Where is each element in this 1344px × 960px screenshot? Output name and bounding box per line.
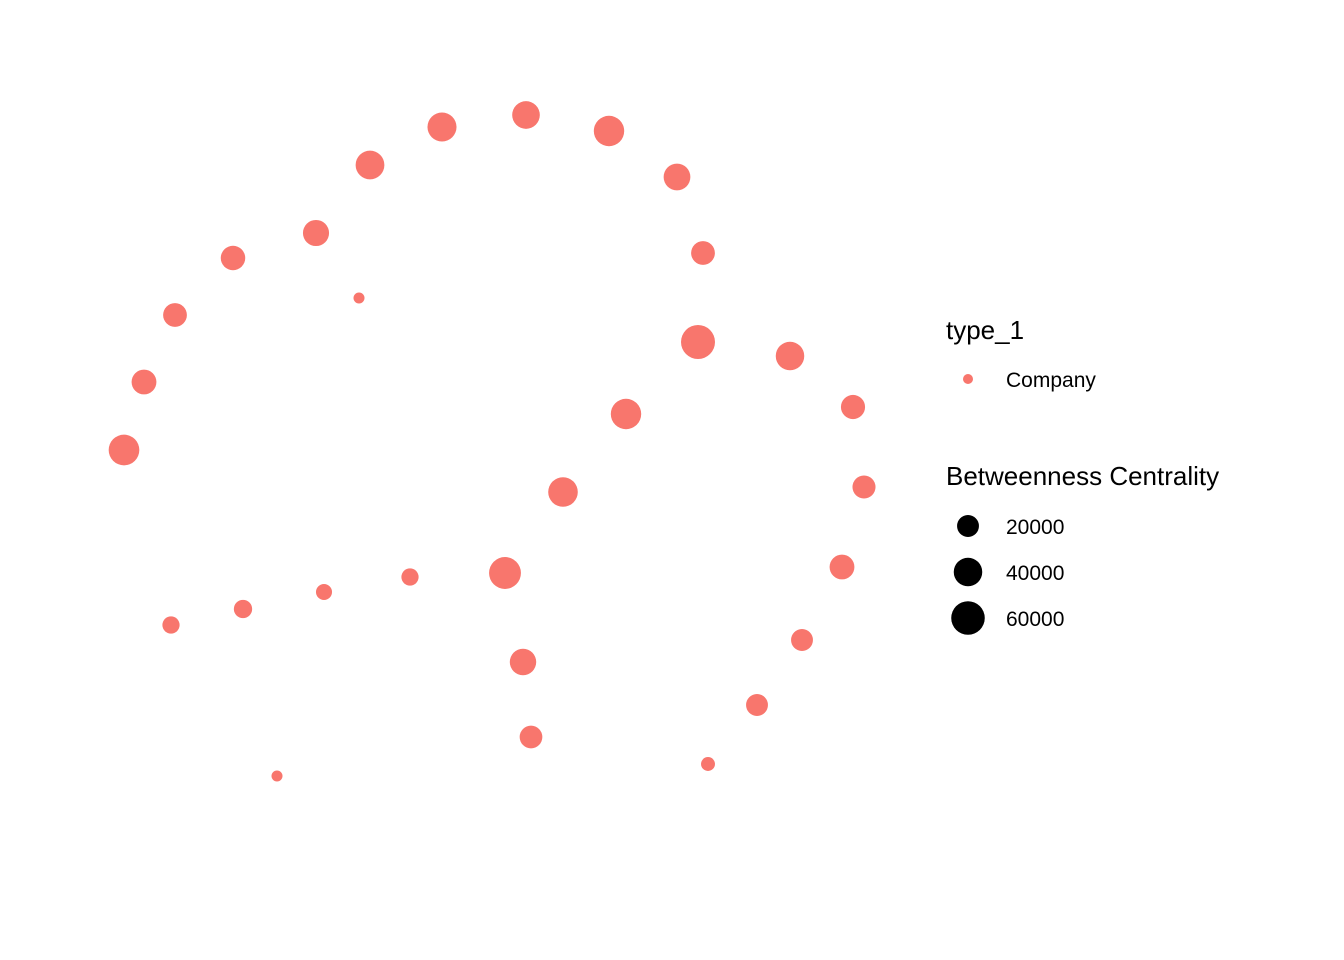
company-node — [509, 648, 537, 676]
company-node — [108, 434, 140, 466]
company-node — [610, 398, 642, 430]
size-legend-key-20000 — [957, 515, 979, 537]
size-legend-label-20000: 20000 — [1006, 516, 1064, 539]
company-node — [701, 757, 715, 771]
size-legend-label-60000: 60000 — [1006, 608, 1064, 631]
size-legend-key-60000 — [951, 601, 985, 635]
nodes-layer — [108, 101, 876, 782]
company-node — [315, 583, 333, 601]
color-legend-label-company: Company — [1006, 369, 1096, 392]
company-node — [233, 599, 253, 619]
company-node — [840, 394, 866, 420]
company-node — [162, 616, 180, 634]
company-node — [163, 303, 187, 327]
company-node — [691, 241, 715, 265]
color-legend-title: type_1 — [946, 315, 1024, 345]
company-node — [220, 245, 246, 271]
company-legend-key — [963, 374, 973, 384]
company-node — [427, 112, 457, 142]
company-node — [355, 150, 385, 180]
company-node — [512, 101, 540, 129]
company-node — [829, 554, 855, 580]
company-node — [131, 369, 157, 395]
company-node — [681, 325, 715, 359]
company-node — [548, 477, 578, 507]
size-legend-key-40000 — [953, 557, 983, 587]
company-node — [663, 163, 691, 191]
company-node — [401, 568, 419, 586]
company-node — [593, 115, 625, 147]
company-node — [302, 219, 330, 247]
company-node — [775, 341, 805, 371]
company-node — [519, 725, 543, 749]
company-node — [852, 475, 876, 499]
company-node — [271, 770, 283, 782]
legend: type_1 Company Betweenness Centrality 20… — [946, 315, 1219, 635]
size-legend-title: Betweenness Centrality — [946, 461, 1219, 491]
size-legend-label-40000: 40000 — [1006, 562, 1064, 585]
company-node — [746, 694, 768, 716]
company-node — [791, 629, 813, 651]
company-node — [489, 557, 521, 589]
company-node — [353, 292, 365, 304]
